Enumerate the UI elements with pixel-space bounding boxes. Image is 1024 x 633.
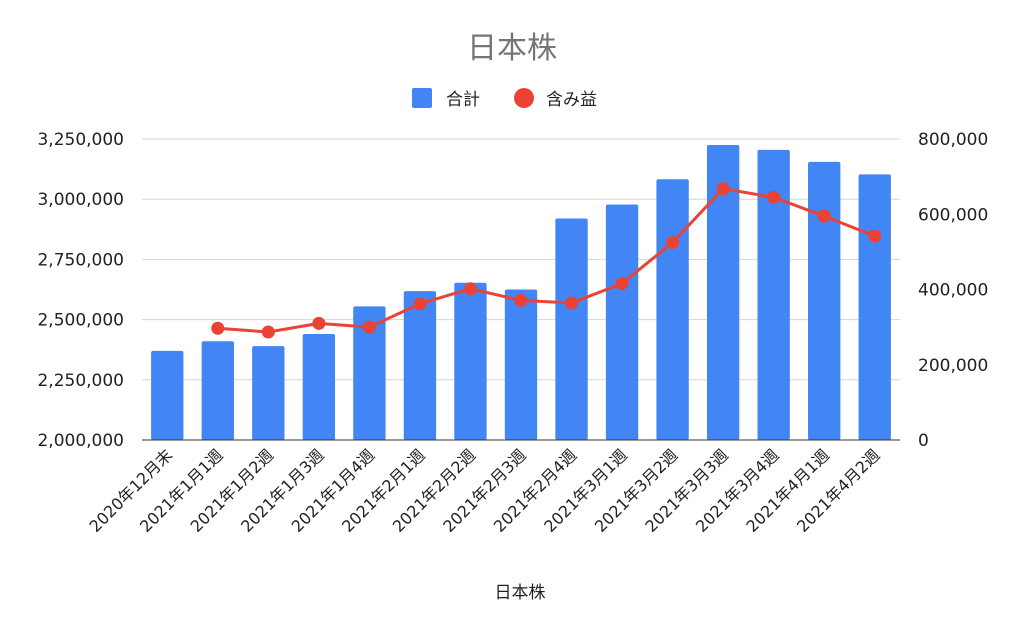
legend-label-unrealized-gain: 含み益 bbox=[546, 90, 597, 110]
bar bbox=[656, 179, 689, 440]
line-point bbox=[514, 293, 528, 307]
left-tick-label: 3,000,000 bbox=[37, 190, 124, 210]
right-tick-label: 0 bbox=[918, 431, 929, 451]
line-path bbox=[217, 187, 876, 334]
line-series-unrealized-gain bbox=[211, 182, 882, 339]
bar bbox=[302, 334, 336, 440]
right-tick-label: 800,000 bbox=[918, 130, 988, 150]
x-axis-label: 日本株 bbox=[495, 583, 546, 603]
line-point bbox=[413, 297, 427, 311]
chart-title: 日本株 bbox=[467, 31, 557, 66]
line-point bbox=[565, 296, 579, 310]
bar bbox=[151, 350, 184, 440]
bar-series-total bbox=[151, 145, 891, 441]
legend-label-total: 合計 bbox=[446, 90, 480, 110]
bar bbox=[454, 282, 487, 440]
right-tick-label: 400,000 bbox=[918, 281, 988, 301]
line-point bbox=[868, 229, 882, 243]
bar bbox=[706, 145, 740, 440]
left-axis: 2,000,000 2,250,000 2,500,000 2,750,000 3,00… bbox=[37, 130, 124, 451]
legend-swatch-total bbox=[412, 88, 432, 108]
right-axis: 0 200,000 400,000 600,000 800,000 bbox=[918, 130, 988, 451]
line-point bbox=[463, 282, 477, 296]
line-point bbox=[716, 182, 730, 196]
left-tick-label: 2,750,000 bbox=[37, 250, 124, 270]
line-point bbox=[767, 190, 781, 204]
bar bbox=[504, 289, 538, 440]
line-point bbox=[615, 276, 629, 290]
legend-swatch-unrealized-gain bbox=[514, 88, 534, 108]
bar bbox=[808, 161, 841, 440]
right-tick-label: 600,000 bbox=[918, 205, 988, 225]
legend: 合計 含み益 bbox=[412, 88, 597, 110]
line-point bbox=[817, 209, 831, 223]
bar bbox=[757, 149, 790, 440]
bar bbox=[858, 174, 891, 441]
bar bbox=[201, 341, 234, 440]
line-point bbox=[666, 235, 680, 249]
line-point bbox=[261, 325, 275, 339]
left-tick-label: 2,250,000 bbox=[37, 371, 124, 391]
bar bbox=[403, 291, 437, 440]
bar bbox=[252, 346, 285, 440]
bar bbox=[353, 306, 386, 440]
left-tick-label: 2,500,000 bbox=[37, 311, 124, 331]
left-tick-label: 2,000,000 bbox=[37, 431, 124, 451]
right-tick-label: 200,000 bbox=[918, 356, 988, 376]
left-tick-label: 3,250,000 bbox=[37, 130, 124, 150]
x-axis: 2020年12月末2021年1月1週2021年1月2週2021年1月3週2021… bbox=[86, 439, 900, 536]
bar bbox=[555, 218, 588, 440]
line-point bbox=[362, 320, 376, 334]
line-point bbox=[312, 316, 326, 330]
bar bbox=[605, 204, 639, 440]
line-point bbox=[211, 321, 225, 335]
